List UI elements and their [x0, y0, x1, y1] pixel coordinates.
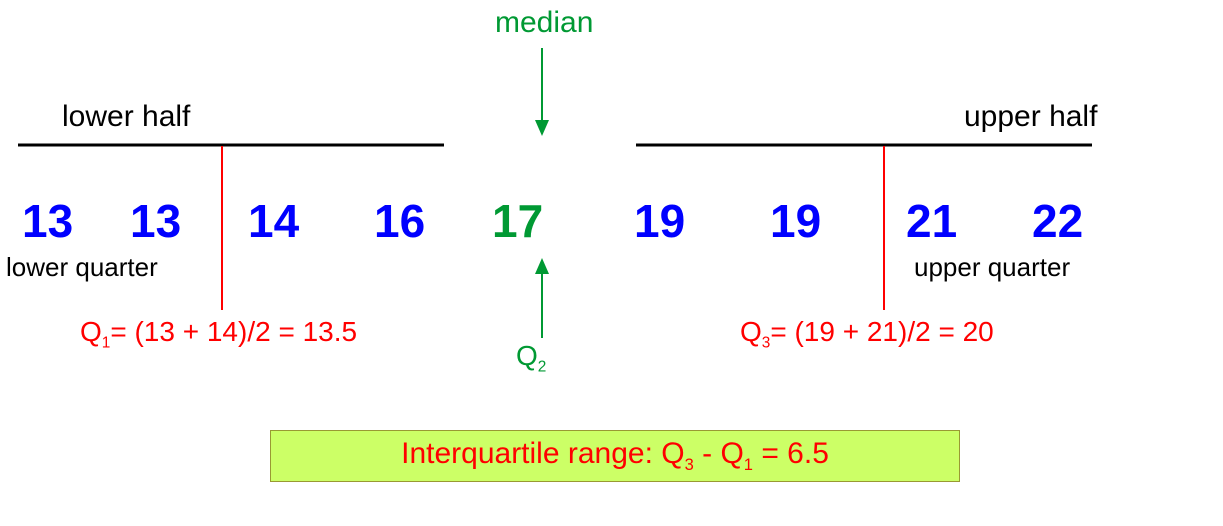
- median-value: 17: [492, 194, 543, 248]
- iqr-box: Interquartile range: Q3 - Q1 = 6.5: [270, 430, 960, 482]
- upper-half-label: upper half: [964, 100, 1097, 134]
- data-value: 21: [906, 194, 957, 248]
- q1-formula: Q1= (13 + 14)/2 = 13.5: [80, 316, 357, 353]
- data-value: 19: [634, 194, 685, 248]
- median-top-label: median: [495, 6, 593, 40]
- data-value: 22: [1032, 194, 1083, 248]
- data-value: 19: [770, 194, 821, 248]
- upper-quarter-label: upper quarter: [914, 252, 1070, 283]
- data-value: 13: [130, 194, 181, 248]
- data-value: 13: [22, 194, 73, 248]
- data-value: 16: [374, 194, 425, 248]
- lower-half-label: lower half: [62, 100, 190, 134]
- lower-quarter-label: lower quarter: [6, 252, 158, 283]
- q3-formula: Q3= (19 + 21)/2 = 20: [740, 316, 994, 353]
- q2-label: Q2: [516, 340, 546, 377]
- data-value: 14: [248, 194, 299, 248]
